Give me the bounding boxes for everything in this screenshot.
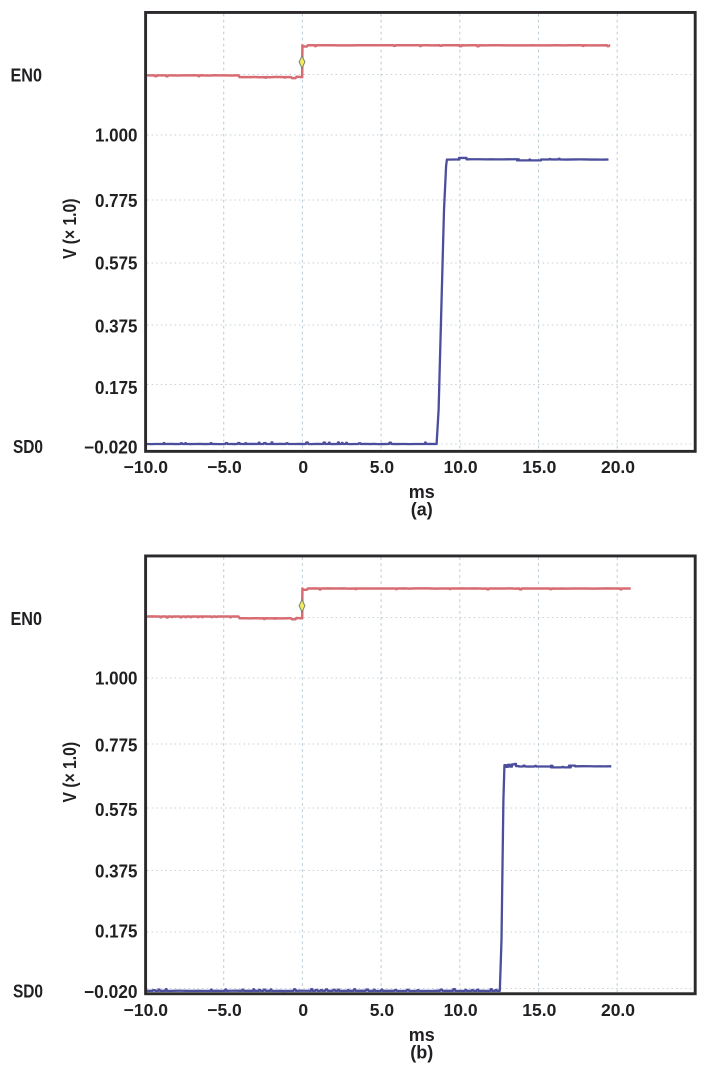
svg-text:−5.0: −5.0 [207, 1000, 242, 1020]
svg-text:ms: ms [409, 1025, 435, 1045]
svg-text:0.175: 0.175 [95, 921, 138, 941]
svg-text:−5.0: −5.0 [207, 457, 242, 477]
svg-text:0.375: 0.375 [95, 862, 138, 882]
svg-text:V (× 1.0): V (× 1.0) [60, 742, 80, 803]
svg-text:SD0: SD0 [13, 982, 43, 1002]
svg-text:15.0: 15.0 [522, 1000, 556, 1020]
svg-text:V (× 1.0): V (× 1.0) [60, 199, 80, 260]
svg-text:0.575: 0.575 [95, 254, 138, 274]
svg-text:0.175: 0.175 [95, 378, 138, 398]
svg-text:5.0: 5.0 [370, 1000, 395, 1020]
svg-text:(a): (a) [411, 500, 433, 520]
svg-text:SD0: SD0 [13, 437, 43, 457]
svg-text:15.0: 15.0 [522, 457, 556, 477]
svg-text:0: 0 [298, 1000, 308, 1020]
svg-text:−0.020: −0.020 [84, 438, 138, 458]
svg-text:−10.0: −10.0 [124, 1000, 169, 1020]
svg-text:(b): (b) [410, 1042, 433, 1062]
svg-text:10.0: 10.0 [444, 1000, 478, 1020]
svg-text:0: 0 [298, 457, 308, 477]
svg-text:1.000: 1.000 [95, 669, 138, 689]
svg-text:−0.020: −0.020 [84, 982, 138, 1002]
svg-text:0.375: 0.375 [95, 317, 138, 337]
svg-text:0.575: 0.575 [95, 800, 138, 820]
svg-text:10.0: 10.0 [444, 457, 478, 477]
svg-text:20.0: 20.0 [601, 457, 635, 477]
svg-text:1.000: 1.000 [95, 126, 138, 146]
svg-text:EN0: EN0 [11, 609, 43, 629]
svg-text:0.775: 0.775 [95, 735, 138, 755]
svg-text:0.775: 0.775 [95, 191, 138, 211]
svg-text:ms: ms [409, 482, 435, 502]
svg-text:20.0: 20.0 [601, 1000, 635, 1020]
svg-text:5.0: 5.0 [370, 457, 395, 477]
svg-text:EN0: EN0 [11, 65, 43, 85]
svg-text:−10.0: −10.0 [124, 457, 169, 477]
